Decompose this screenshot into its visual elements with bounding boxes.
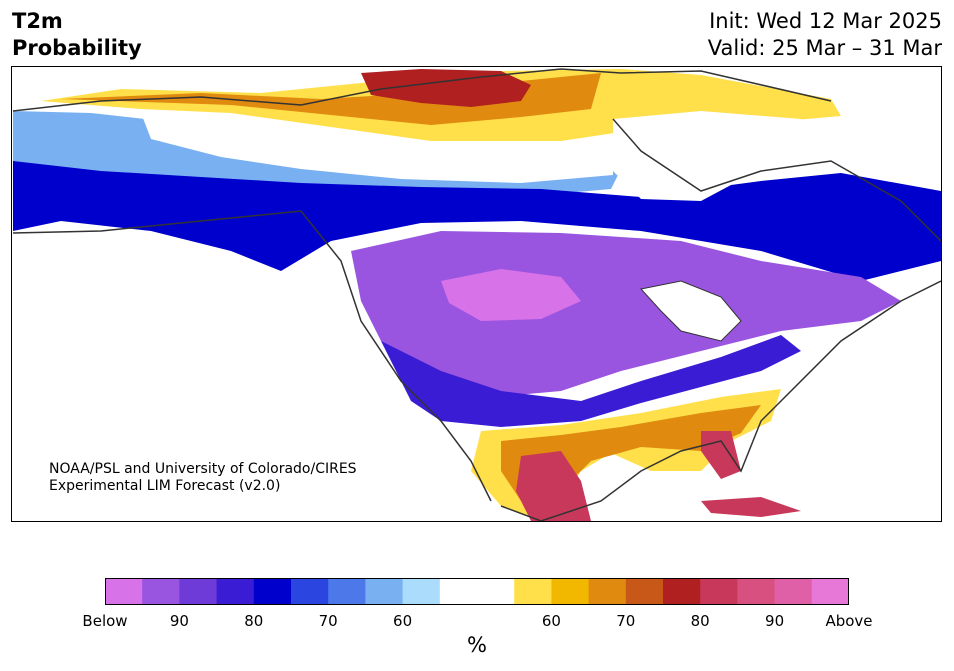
coastline — [12, 68, 941, 521]
title-type: Probability — [12, 36, 142, 60]
colorbar-tick-label: 70 — [318, 612, 338, 630]
colorbar-tick-label: 90 — [765, 612, 785, 630]
colorbar-swatch — [774, 578, 813, 605]
texas-red-core — [516, 451, 591, 521]
colorbar-border — [105, 578, 849, 605]
init-date: Init: Wed 12 Mar 2025 — [709, 9, 942, 33]
credit-line-2: Experimental LIM Forecast (v2.0) — [49, 478, 281, 494]
colorbar-tick-label: 60 — [541, 612, 561, 630]
colorbar-swatch — [365, 578, 404, 605]
colorbar-tick-label: 90 — [169, 612, 189, 630]
colorbar-tick-label: Below — [82, 612, 128, 630]
colorbar-swatch — [588, 578, 627, 605]
colorbar-swatch — [179, 578, 218, 605]
colorbar-tick-label: Above — [825, 612, 873, 630]
valid-range: Valid: 25 Mar – 31 Mar — [707, 36, 942, 60]
colorbar-tick-label: 70 — [616, 612, 636, 630]
colorbar-swatch — [700, 578, 738, 605]
colorbar-swatch — [402, 578, 441, 605]
colorbar-swatch — [477, 578, 515, 605]
colorbar-swatch — [253, 578, 292, 605]
colorbar-swatch — [625, 578, 664, 605]
colorbar-swatch — [737, 578, 776, 605]
colorbar-swatch — [291, 578, 329, 605]
colorbar-swatch — [551, 578, 590, 605]
credit-text: NOAA/PSL and University of Colorado/CIRE… — [49, 461, 357, 495]
cuba-warm — [701, 497, 801, 517]
colorbar-unit: % — [467, 633, 487, 657]
hudson-white-area — [613, 111, 831, 201]
southwest-blue-band — [381, 335, 801, 427]
colorbar-swatch — [216, 578, 255, 605]
colorbar-swatch — [663, 578, 701, 605]
colorbar-swatch — [328, 578, 366, 605]
colorbar-swatch — [811, 578, 849, 605]
arctic-red-band — [361, 69, 531, 107]
north-white-zone — [141, 113, 613, 183]
colorbar-tick-label: 60 — [393, 612, 413, 630]
colorbar — [105, 578, 849, 605]
colorbar-swatch — [105, 578, 143, 605]
colorbar-swatch — [514, 578, 552, 605]
forecast-map — [11, 66, 942, 522]
colorbar-tick-label: 80 — [690, 612, 710, 630]
forecast-dates: Init: Wed 12 Mar 2025 Valid: 25 Mar – 31… — [708, 8, 942, 62]
colorbar-swatch — [439, 578, 478, 605]
map-title: T2m Probability — [12, 8, 142, 62]
colorbar-tick-label: 80 — [244, 612, 264, 630]
map-canvas — [12, 68, 941, 521]
conus-cold-max — [441, 269, 581, 321]
colorbar-swatch — [142, 578, 180, 605]
great-lakes — [640, 280, 742, 342]
title-variable: T2m — [12, 9, 63, 33]
credit-line-1: NOAA/PSL and University of Colorado/CIRE… — [49, 461, 357, 477]
